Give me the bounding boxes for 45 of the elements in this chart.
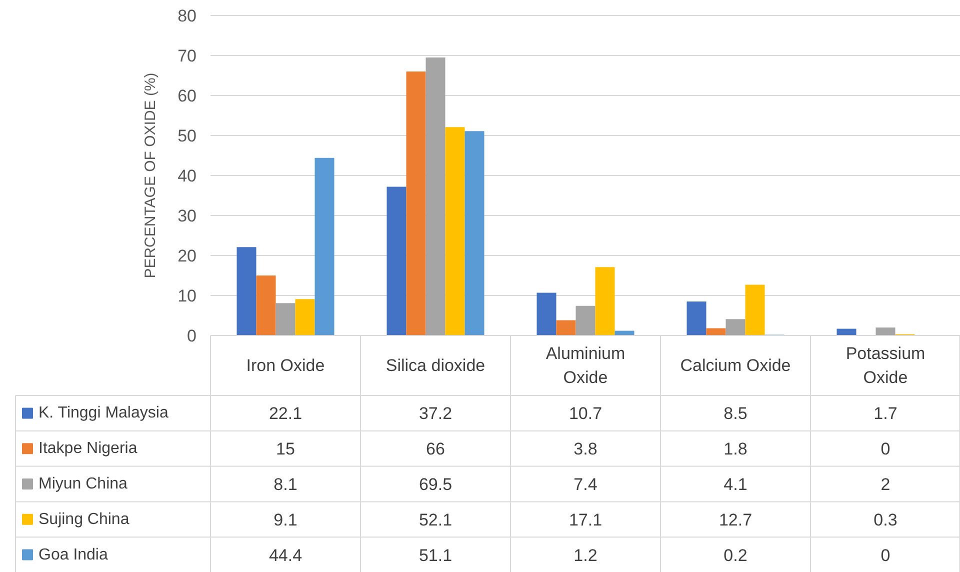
y-tick-label: 70 <box>178 46 197 66</box>
data-label: 1.2 <box>574 546 598 565</box>
y-tick-label: 60 <box>178 86 197 106</box>
y-tick-label: 40 <box>178 166 197 186</box>
data-label: 44.4 <box>268 546 302 565</box>
y-tick-label: 50 <box>178 126 197 146</box>
x-tick-label: Potassium Oxide <box>846 344 926 387</box>
data-label: 2 <box>880 475 890 494</box>
legend-label: Itakpe Nigeria <box>38 440 138 458</box>
data-label: 51.1 <box>418 546 452 565</box>
data-label: 66 <box>426 440 445 459</box>
x-tick-label: Iron Oxide <box>246 356 325 375</box>
data-label: 37.2 <box>418 404 452 424</box>
data-label: 8.1 <box>274 475 298 494</box>
data-label: 1.8 <box>724 440 748 459</box>
data-label: 3.8 <box>574 440 598 459</box>
data-label: 52.1 <box>418 510 452 530</box>
data-label: 22.1 <box>268 404 302 424</box>
x-tick-label: Calcium Oxide <box>680 356 791 375</box>
y-tick-label: 10 <box>178 286 197 306</box>
legend-label: Sujing China <box>38 510 130 528</box>
data-label: 1.7 <box>874 404 898 424</box>
data-label: 9.1 <box>274 510 298 530</box>
data-label: 10.7 <box>568 404 602 424</box>
y-axis-title: PERCENTAGE OF OXIDE (%) <box>142 72 159 278</box>
data-label: 0 <box>880 546 890 565</box>
data-label: 12.7 <box>718 510 752 530</box>
y-tick-label: 20 <box>178 246 197 266</box>
data-label: 8.5 <box>724 404 748 424</box>
data-label: 15 <box>276 440 295 459</box>
data-label: 7.4 <box>574 475 598 494</box>
legend-label: Goa India <box>38 546 108 564</box>
data-label: 0 <box>880 440 890 459</box>
legend-label: K. Tinggi Malaysia <box>38 404 168 422</box>
y-tick-label: 30 <box>178 206 197 226</box>
y-tick-label: 80 <box>178 6 197 26</box>
legend-label: Miyun China <box>38 476 128 492</box>
data-label: 4.1 <box>724 475 748 494</box>
data-label: 69.5 <box>418 475 452 494</box>
data-label: 0.2 <box>724 546 748 565</box>
x-tick-label: Aluminium Oxide <box>546 344 626 387</box>
data-label: 17.1 <box>568 510 602 530</box>
x-tick-label: Silica dioxide <box>386 356 486 375</box>
data-label: 0.3 <box>874 510 898 530</box>
y-tick-label: 0 <box>187 326 197 346</box>
